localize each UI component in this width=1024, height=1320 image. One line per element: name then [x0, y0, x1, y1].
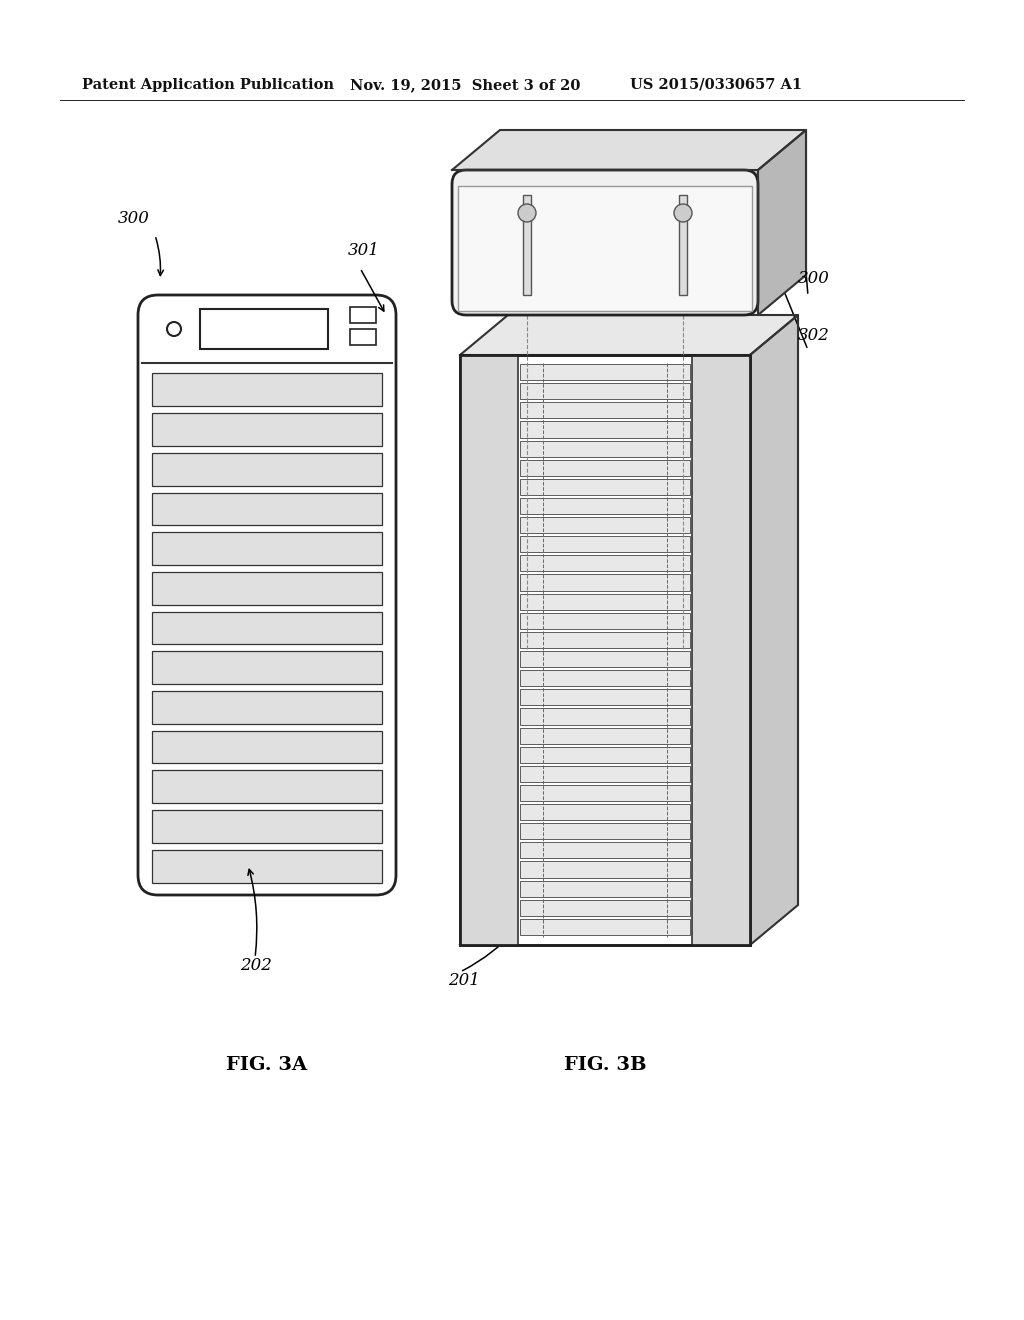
FancyBboxPatch shape	[138, 294, 396, 895]
Bar	[520, 403, 690, 418]
Bar	[520, 651, 690, 667]
Bar	[350, 308, 376, 323]
Bar	[520, 824, 690, 840]
Bar	[520, 785, 690, 801]
Bar	[520, 709, 690, 725]
Bar	[152, 532, 382, 565]
Polygon shape	[758, 129, 806, 315]
Bar	[152, 810, 382, 842]
FancyBboxPatch shape	[452, 170, 758, 315]
Bar	[152, 771, 382, 803]
Bar	[692, 355, 750, 945]
Bar	[520, 498, 690, 513]
Bar	[520, 671, 690, 686]
Bar	[520, 612, 690, 628]
Bar	[520, 459, 690, 475]
Bar	[152, 611, 382, 644]
Bar	[460, 355, 750, 945]
Text: Nov. 19, 2015  Sheet 3 of 20: Nov. 19, 2015 Sheet 3 of 20	[350, 78, 581, 92]
Bar	[520, 862, 690, 878]
Polygon shape	[452, 129, 806, 170]
Bar	[460, 355, 750, 945]
Bar	[520, 594, 690, 610]
Bar	[520, 574, 690, 590]
Bar	[520, 747, 690, 763]
Text: FIG. 3B: FIG. 3B	[563, 1056, 646, 1074]
Bar	[152, 850, 382, 883]
Bar	[520, 479, 690, 495]
Bar	[152, 492, 382, 525]
Bar	[520, 441, 690, 457]
Circle shape	[674, 205, 692, 222]
Bar	[520, 556, 690, 572]
Bar	[520, 900, 690, 916]
Text: 202: 202	[240, 957, 272, 974]
Bar	[152, 374, 382, 407]
Circle shape	[518, 205, 536, 222]
Bar	[152, 651, 382, 684]
Bar	[152, 572, 382, 605]
Bar	[152, 731, 382, 763]
Bar	[152, 453, 382, 486]
Bar	[152, 413, 382, 446]
Text: 301: 301	[348, 242, 380, 259]
Text: 300: 300	[118, 210, 150, 227]
Bar	[520, 421, 690, 437]
Bar	[520, 689, 690, 705]
Bar	[350, 329, 376, 345]
Bar	[520, 632, 690, 648]
Text: 302: 302	[798, 327, 829, 345]
Polygon shape	[460, 315, 798, 355]
Bar	[460, 355, 518, 945]
Text: 201: 201	[449, 972, 480, 989]
Text: US 2015/0330657 A1: US 2015/0330657 A1	[630, 78, 802, 92]
Text: FIG. 3A: FIG. 3A	[226, 1056, 307, 1074]
Bar	[520, 383, 690, 399]
Text: Patent Application Publication: Patent Application Publication	[82, 78, 334, 92]
Polygon shape	[500, 129, 806, 275]
Bar	[520, 517, 690, 533]
Polygon shape	[508, 315, 798, 906]
Bar	[458, 186, 752, 312]
Bar	[520, 364, 690, 380]
Bar	[520, 919, 690, 935]
Bar	[520, 536, 690, 552]
Bar	[679, 195, 687, 294]
Bar	[520, 727, 690, 743]
Text: 300: 300	[798, 271, 829, 286]
Circle shape	[167, 322, 181, 337]
Polygon shape	[750, 315, 798, 945]
Bar	[520, 842, 690, 858]
Bar	[523, 195, 531, 294]
Bar	[200, 309, 328, 348]
Bar	[520, 880, 690, 896]
Bar	[520, 804, 690, 820]
Bar	[152, 692, 382, 723]
Bar	[520, 766, 690, 781]
